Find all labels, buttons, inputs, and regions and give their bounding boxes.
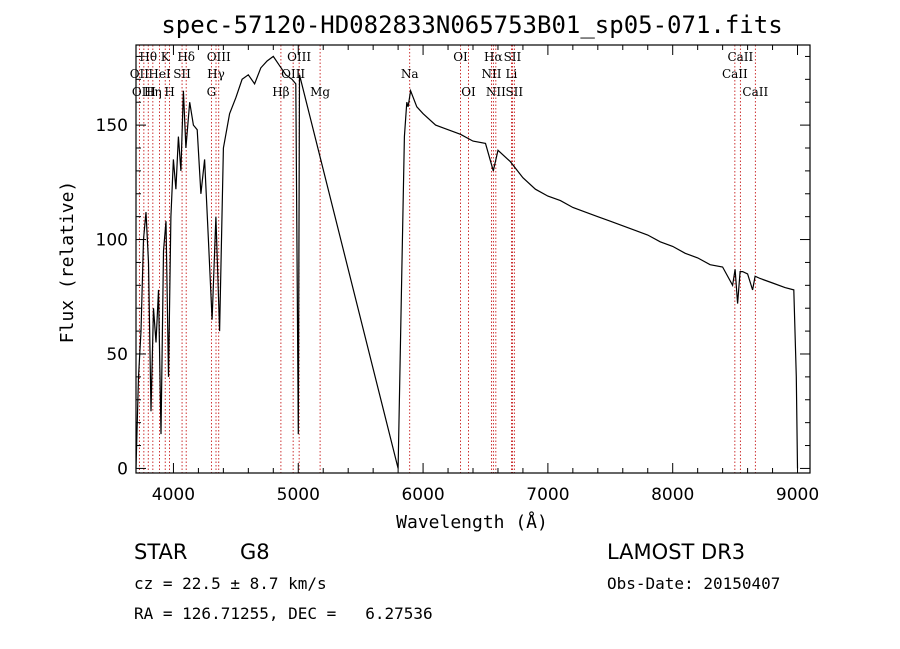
line-marker-label: H bbox=[164, 85, 174, 99]
line-marker-label: Mg bbox=[310, 85, 330, 99]
line-marker-label: OIII bbox=[132, 85, 156, 99]
x-tick-label: 8000 bbox=[651, 485, 694, 505]
line-marker-label: K bbox=[161, 50, 171, 64]
y-tick-label: 0 bbox=[117, 459, 128, 479]
y-tick-label: 100 bbox=[96, 231, 128, 251]
line-marker-label: SII bbox=[504, 50, 522, 64]
x-tick-label: 4000 bbox=[152, 485, 195, 505]
line-marker-label: Hθ bbox=[139, 50, 157, 64]
line-marker-label: Hβ bbox=[272, 85, 289, 99]
spectrum-line bbox=[135, 55, 799, 469]
coordinates: RA = 126.71255, DEC = 6.27536 bbox=[134, 604, 433, 623]
line-marker-label: CaII bbox=[727, 50, 753, 64]
line-marker-label: Li bbox=[506, 67, 518, 81]
line-marker-label: CaII bbox=[742, 85, 768, 99]
line-marker-label: NII bbox=[486, 85, 506, 99]
redshift-value: cz = 22.5 ± 8.7 km/s bbox=[134, 574, 327, 593]
object-subclass: G8 bbox=[240, 540, 270, 564]
line-marker-label: OIII bbox=[287, 50, 311, 64]
x-tick-label: 6000 bbox=[401, 485, 444, 505]
y-axis-label: Flux (relative) bbox=[57, 181, 78, 344]
object-class: STAR bbox=[134, 540, 188, 564]
line-marker-label: Hη bbox=[144, 85, 162, 99]
y-axis-ticks: 0 50 100 150 bbox=[96, 55, 810, 479]
chart-title: spec-57120-HD082833N065753B01_sp05-071.f… bbox=[161, 11, 782, 39]
line-marker-label: Na bbox=[401, 67, 419, 81]
x-tick-label: 7000 bbox=[526, 485, 569, 505]
line-marker-label: Hγ bbox=[207, 67, 225, 81]
line-marker-label: NII bbox=[481, 67, 501, 81]
observation-date: Obs-Date: 20150407 bbox=[607, 574, 781, 593]
line-marker-label: OI bbox=[453, 50, 468, 64]
line-marker-label: OIII bbox=[207, 50, 231, 64]
line-marker-label: OII bbox=[130, 67, 150, 81]
x-axis-label: Wavelength (Å) bbox=[396, 511, 548, 533]
line-marker-label: Hδ bbox=[177, 50, 195, 64]
x-tick-label: 5000 bbox=[277, 485, 320, 505]
line-marker-label: SII bbox=[173, 67, 191, 81]
line-marker-label: SII bbox=[505, 85, 523, 99]
line-marker-label: HeI bbox=[148, 67, 171, 81]
line-marker-label: OI bbox=[461, 85, 476, 99]
line-marker-label: Hα bbox=[484, 50, 503, 64]
y-tick-label: 50 bbox=[106, 345, 128, 365]
plot-frame bbox=[135, 44, 811, 474]
line-marker-label: G bbox=[207, 85, 217, 99]
survey-name: LAMOST DR3 bbox=[607, 540, 746, 564]
line-marker-label: CaII bbox=[722, 67, 748, 81]
x-tick-label: 9000 bbox=[776, 485, 819, 505]
y-tick-label: 150 bbox=[96, 116, 128, 136]
x-axis-ticks: 4000 5000 6000 7000 8000 9000 bbox=[152, 45, 819, 505]
